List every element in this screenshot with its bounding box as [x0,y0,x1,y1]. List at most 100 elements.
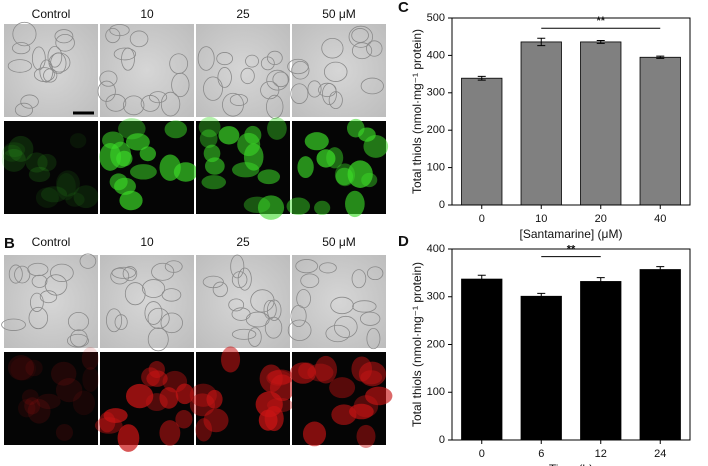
significance-label: ** [567,244,576,256]
cell [105,28,121,44]
cell [66,333,89,348]
cell [55,33,75,52]
x-tick-label: 10 [535,213,547,225]
cell [328,91,343,109]
cell [264,405,284,432]
micrograph [100,24,194,117]
cell [105,93,127,112]
cell [231,271,248,289]
cell [67,311,90,332]
cell [366,327,381,350]
cell [345,190,365,218]
cell [244,125,262,145]
cell [147,327,169,352]
cell [17,399,36,418]
cell [314,355,338,384]
cell [70,329,88,348]
cell [366,266,384,281]
cell [48,52,71,73]
cell [144,301,163,325]
x-tick-label: 0 [479,448,485,460]
cell [359,311,381,326]
cell [197,46,215,71]
column-label: 25 [236,7,250,21]
cell [119,190,143,211]
cell [141,279,166,298]
bar [461,77,503,206]
cell [121,47,135,71]
cell [198,116,221,138]
cell [99,70,118,87]
cell [360,77,384,95]
cell [266,50,283,66]
cell [25,152,48,173]
cell [266,94,284,119]
cell [247,327,262,347]
panel-label: C [398,0,409,16]
cell [290,83,309,104]
cell [129,30,149,48]
cell [8,264,23,284]
cell [148,361,165,379]
cell [260,81,280,100]
cell [267,117,287,140]
y-tick-label: 100 [427,386,445,398]
cell [103,408,128,423]
cell [290,304,307,328]
cell [266,299,282,321]
cell [259,364,283,393]
y-tick-label: 0 [439,434,445,446]
cell [201,175,226,190]
cell [289,362,317,384]
micrograph [4,121,98,214]
cell [1,148,26,172]
bar [520,41,562,206]
cell [217,67,232,88]
error-bar [656,266,665,273]
cell [147,307,170,329]
cell [24,397,41,415]
cell [146,370,168,387]
micrograph [196,255,290,348]
cell [175,410,193,429]
cell [160,91,181,117]
y-axis-label: Total thiols (nmol·mg⁻¹ protein) [410,29,424,194]
cell [10,357,37,381]
cell [159,420,181,446]
micrograph [292,255,386,348]
cell [300,273,320,288]
x-tick-label: 6 [538,448,544,460]
bar [639,56,681,206]
cell [331,404,357,425]
cell [203,76,223,101]
cell [302,421,327,447]
cell [245,54,259,68]
cell [28,306,49,330]
cell [203,144,221,163]
cell [82,366,100,392]
cell [125,383,154,409]
cell [230,254,245,279]
cell [12,42,31,55]
cell [307,80,322,98]
cell [228,298,245,312]
cell [37,153,57,172]
cell [325,324,351,343]
cell [365,386,393,406]
cell [240,67,255,85]
cell [220,346,241,373]
error-bar [596,39,605,44]
y-tick-label: 400 [427,243,445,255]
cell [257,169,281,185]
cell [199,129,218,148]
cell [21,389,39,405]
cell [202,275,224,289]
cell [109,24,130,37]
cell [39,290,58,304]
cell [31,46,46,71]
cell [81,346,99,370]
cell [3,142,26,158]
cell [125,133,150,151]
cell [160,312,183,334]
cell [314,200,331,216]
